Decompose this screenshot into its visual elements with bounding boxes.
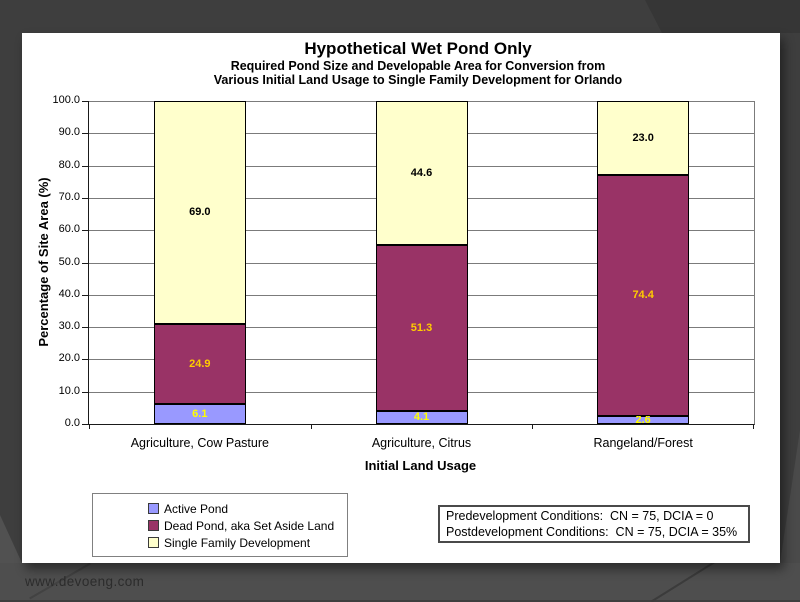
legend-swatch: [148, 503, 159, 514]
chart-title: Hypothetical Wet Pond Only: [304, 39, 532, 58]
bar-segment: [597, 415, 690, 424]
slide: Hypothetical Wet Pond Only Required Pond…: [22, 33, 780, 563]
bar-segment: [597, 175, 690, 416]
bar-segment: [153, 404, 246, 424]
chart-subtitle-line2: Various Initial Land Usage to Single Fam…: [213, 73, 623, 87]
y-tick-label: 80.0: [58, 158, 80, 171]
y-tick-mark: [82, 197, 88, 199]
y-tick-mark: [82, 391, 88, 393]
footer-strip: [0, 563, 800, 600]
bar-value-label: 44.6: [410, 167, 433, 180]
y-tick-mark: [82, 101, 88, 102]
legend: Active Pond Dead Pond, aka Set Aside Land…: [92, 493, 348, 557]
bar-value-label: 6.1: [192, 408, 208, 421]
x-tick-mark: [310, 424, 312, 429]
x-tick-mark: [89, 424, 90, 429]
bar-segment: [597, 101, 690, 176]
bar-value-label: 23.0: [632, 132, 654, 145]
y-tick-label: 50.0: [58, 255, 80, 268]
bar-segment: [153, 101, 246, 324]
y-tick-mark: [82, 359, 88, 361]
legend-label: Active Pond: [164, 501, 229, 516]
y-tick-mark: [82, 230, 88, 232]
y-tick-label: 60.0: [58, 223, 80, 236]
bar-value-label: 4.1: [413, 411, 430, 424]
plot-area: 6.1 24.9 69.0 4.1 51.3 44.6 2.6 74.4 23.0: [82, 101, 755, 429]
legend-label: Single Family Development: [164, 535, 311, 550]
y-tick-mark: [82, 327, 88, 329]
y-tick-label: 100.0: [52, 94, 80, 106]
bar-value-label: 69.0: [189, 206, 211, 219]
development-conditions-box: Predevelopment Conditions: CN = 75, DCIA…: [438, 505, 750, 543]
bar-segment: [153, 323, 246, 405]
x-tick-mark: [753, 424, 754, 429]
y-tick-label: 90.0: [58, 126, 80, 139]
y-tick-mark: [82, 262, 88, 264]
right-margin-highlight: [780, 430, 800, 563]
bar-value-label: 74.4: [632, 289, 654, 302]
legend-label: Dead Pond, aka Set Aside Land: [164, 518, 335, 533]
y-tick-label: 20.0: [58, 352, 80, 365]
y-tick-label: 0.0: [64, 417, 80, 429]
y-tick-mark: [82, 294, 88, 296]
bar-value-label: 24.9: [189, 358, 211, 371]
legend-swatch: [148, 520, 159, 531]
x-category-labels: Agriculture, Cow Pasture Agriculture, Cit…: [89, 436, 754, 452]
y-tick-label: 10.0: [58, 384, 80, 397]
bar-value-label: 51.3: [410, 321, 433, 334]
top-right-dark-wedge: [645, 0, 800, 33]
bottom-left-highlight: [0, 515, 22, 563]
y-tick-mark: [82, 165, 88, 167]
chart-title-block: Hypothetical Wet Pond Only Required Pond…: [82, 39, 754, 87]
legend-item: Single Family Development: [148, 534, 347, 551]
category-label: Agriculture, Cow Pasture: [130, 436, 269, 450]
legend-items: Active Pond Dead Pond, aka Set Aside Land…: [148, 500, 347, 551]
y-tick-mark: [82, 133, 88, 135]
footer-url: www.devoeng.com: [25, 574, 145, 589]
legend-swatch: [148, 537, 159, 548]
y-axis-labels: 0.0 10.0 20.0 30.0 40.0 50.0 60.0 70.0 80.0 90.0 1…: [22, 94, 80, 429]
chart-subtitle-line1: Required Pond Size and Developable Area …: [230, 59, 606, 73]
y-tick-label: 30.0: [58, 320, 80, 333]
bar-segment: [375, 245, 468, 411]
predevelopment-conditions-text: Predevelopment Conditions: CN = 75, DCIA…: [446, 509, 714, 523]
category-label: Rangeland/Forest: [593, 436, 693, 450]
legend-item: Active Pond: [148, 500, 347, 517]
category-label: Agriculture, Citrus: [371, 436, 472, 450]
x-tick-mark: [532, 424, 534, 429]
y-tick-mark: [82, 424, 88, 425]
bar-segment: [375, 410, 468, 424]
bar-segment: [375, 101, 468, 246]
bar-value-label: 2.6: [635, 413, 651, 426]
y-tick-label: 40.0: [58, 287, 80, 300]
x-axis-title: Initial Land Usage: [364, 458, 477, 473]
legend-item: Dead Pond, aka Set Aside Land: [148, 517, 347, 534]
postdevelopment-conditions-text: Postdevelopment Conditions: CN = 75, DCI…: [446, 525, 738, 539]
y-tick-label: 70.0: [58, 190, 80, 203]
